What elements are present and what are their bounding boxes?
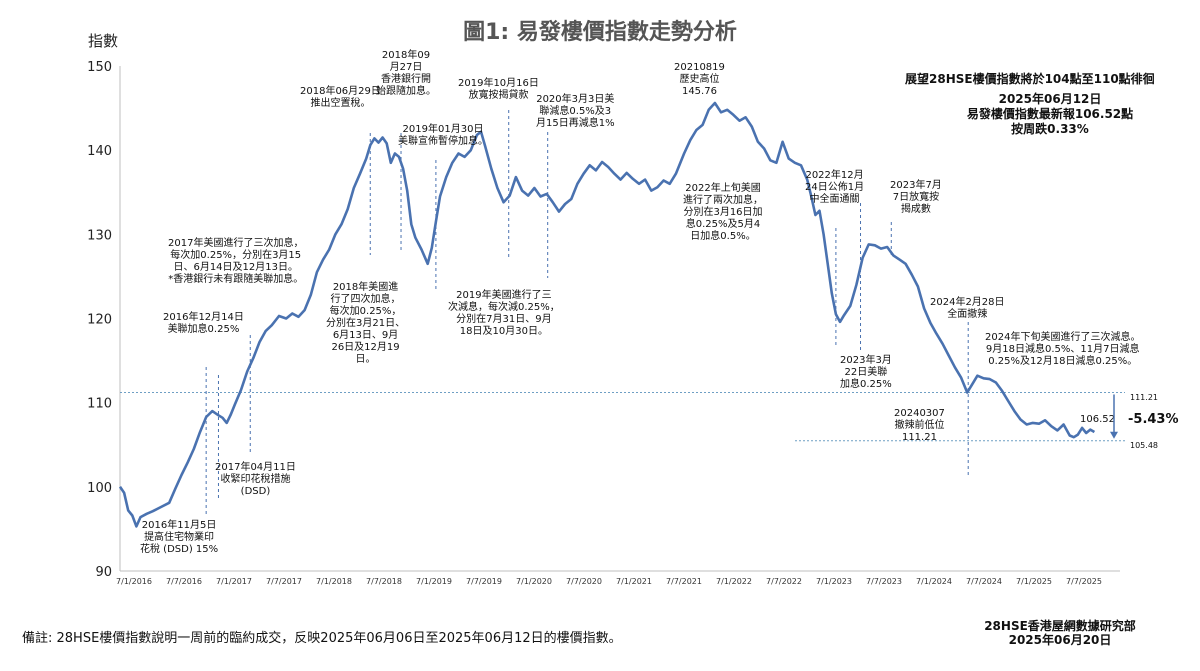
y-tick-label: 110 (87, 397, 112, 412)
x-tick-label: 7/1/2017 (216, 577, 252, 586)
x-tick-label: 7/1/2019 (416, 577, 452, 586)
x-tick-label: 7/7/2025 (1066, 577, 1102, 586)
page-title: 圖1: 易發樓價指數走勢分析 (463, 20, 737, 45)
x-tick-label: 7/7/2022 (766, 577, 802, 586)
index-series-line (118, 101, 1096, 528)
annotation: 2024年下旬美國進行了三次減息。 9月18日減息0.5%、11月7日減息 0.… (985, 332, 1141, 367)
annotation: 2019年01月30日 美聯宣佈暫停加息。 (398, 124, 488, 147)
x-tick-label: 7/1/2023 (816, 577, 852, 586)
annotation: 2018年09 月27日 香港銀行開 始跟隨加息。 (376, 50, 436, 97)
annotation: 2022年12月 24日公佈1月 中全面通關 (805, 170, 865, 205)
outlook-note: 展望28HSE樓價指數將於104點至110點徘徊 (905, 72, 1155, 86)
annotation: 2019年10月16日 放寬按揭貸款 (458, 78, 539, 101)
x-tick-label: 7/7/2018 (366, 577, 402, 586)
y-tick-label: 120 (87, 313, 112, 328)
y-tick-label: 150 (87, 60, 112, 75)
annotation: 2016年12月14日 美聯加息0.25% (163, 312, 244, 335)
source-credit: 28HSE香港屋網數據研究部 2025年06月20日 (984, 619, 1136, 647)
annotation: 2018年美國進 行了四次加息， 每次加0.25%， 分別在3月21日、 6月1… (326, 282, 406, 365)
annotation: 2024年2月28日 全面撤辣 (930, 297, 1005, 320)
x-tick-label: 7/1/2021 (616, 577, 652, 586)
y-tick-label: 90 (95, 565, 112, 580)
annotation: 2017年04月11日 收緊印花稅措施 (DSD) (215, 462, 296, 497)
x-tick-label: 7/7/2019 (466, 577, 502, 586)
x-tick-label: 7/1/2025 (1016, 577, 1052, 586)
annotation: 2023年7月 7日放寬按 揭成數 (890, 180, 942, 215)
y-tick-label: 100 (87, 481, 112, 496)
annotation: 2019年美國進行了三 次減息，每次減0.25%， 分別在7月31日、9月 18… (448, 290, 560, 337)
x-tick-label: 7/1/2020 (516, 577, 552, 586)
annotation: 2017年美國進行了三次加息， 每次加0.25%，分別在3月15 日、6月14日… (168, 238, 304, 285)
annotation: 2023年3月 22日美聯 加息0.25% (840, 355, 892, 390)
x-tick-label: 7/7/2020 (566, 577, 602, 586)
last-value-label: 106.52 (1080, 414, 1115, 425)
x-tick-label: 7/7/2021 (666, 577, 702, 586)
annotation: 20210819 歷史高位 145.76 (674, 62, 725, 97)
x-tick-label: 7/1/2018 (316, 577, 352, 586)
x-tick-label: 7/7/2016 (166, 577, 202, 586)
annotation: 2016年11月5日 提高住宅物業印 花稅 (DSD) 15% (140, 520, 219, 555)
x-tick-label: 7/7/2023 (866, 577, 902, 586)
x-tick-label: 7/1/2022 (716, 577, 752, 586)
x-tick-label: 7/7/2017 (266, 577, 302, 586)
x-tick-label: 7/7/2024 (966, 577, 1002, 586)
annotation: 2022年上旬美國 進行了兩次加息， 分別在3月16日加 息0.25%及5月4 … (683, 183, 763, 242)
annotation: 20240307 撤辣前低位 111.21 (894, 408, 945, 443)
ref-high-label: 111.21 (1130, 393, 1158, 402)
annotation: 2020年3月3日美 聯減息0.5%及3 月15日再減息1% (536, 94, 615, 129)
latest-value-note: 2025年06月12日 易發樓價指數最新報106.52點 按周跌0.33% (966, 92, 1134, 136)
footer-note: 備註: 28HSE樓價指數說明一周前的臨約成交，反映2025年06月06日至20… (22, 631, 622, 646)
annotation: 2018年06月29日 推出空置稅。 (300, 86, 381, 109)
x-tick-label: 7/1/2024 (916, 577, 952, 586)
y-tick-label: 130 (87, 228, 112, 243)
change-arrow-head (1110, 431, 1118, 439)
ref-low-label: 105.48 (1130, 441, 1158, 450)
x-tick-label: 7/1/2016 (116, 577, 152, 586)
y-tick-label: 140 (87, 144, 112, 159)
y-axis-label: 指數 (88, 32, 119, 50)
change-percent: -5.43% (1128, 412, 1179, 427)
